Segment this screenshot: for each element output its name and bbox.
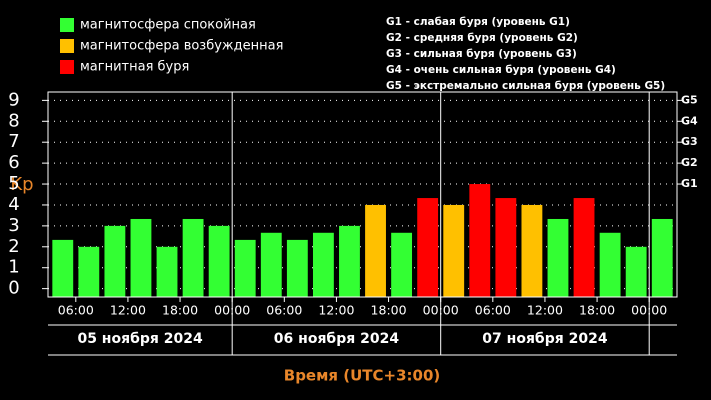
bar	[651, 218, 673, 297]
legend-label: магнитосфера возбужденная	[80, 39, 283, 54]
y-tick-label: 6	[8, 152, 19, 173]
bar	[182, 218, 204, 297]
storm-note: G2 - средняя буря (уровень G2)	[386, 32, 578, 44]
y2-tick-label: G4	[681, 114, 698, 127]
bar	[104, 225, 126, 297]
x-tick-label: 18:00	[162, 303, 198, 318]
plot-frame	[47, 91, 678, 298]
bar	[260, 232, 282, 297]
y2-tick-label: G3	[681, 135, 698, 148]
y-tick-label: 5	[8, 173, 19, 194]
storm-note: G5 - экстремально сильная буря (уровень …	[386, 80, 665, 92]
x-tick-label: 12:00	[318, 303, 354, 318]
bar	[339, 225, 360, 297]
bar	[547, 218, 569, 297]
bar	[365, 204, 386, 297]
bar	[286, 239, 308, 297]
day-label: 07 ноября 2024	[482, 331, 608, 347]
bar	[234, 239, 256, 297]
bar	[391, 232, 413, 297]
bar	[78, 246, 100, 297]
bar	[156, 246, 178, 297]
x-tick-label: 18:00	[579, 303, 615, 318]
y-tick-label: 8	[8, 110, 19, 131]
y2-tick-label: G1	[681, 177, 698, 190]
bar	[208, 225, 230, 297]
y-tick-label: 7	[8, 131, 19, 152]
legend-swatch	[60, 39, 74, 53]
legend-label: магнитосфера спокойная	[80, 18, 256, 33]
storm-note: G4 - очень сильная буря (уровень G4)	[386, 64, 616, 76]
legend-label: магнитная буря	[80, 60, 189, 75]
x-tick-label: 06:00	[266, 303, 302, 318]
y-tick-label: 9	[8, 89, 19, 110]
y-tick-label: 0	[8, 278, 19, 299]
y-tick-label: 1	[8, 257, 19, 278]
bar	[573, 198, 595, 297]
bar	[599, 232, 621, 297]
legend-swatch	[60, 60, 74, 74]
bar	[625, 246, 647, 297]
bar	[495, 198, 517, 297]
bar	[443, 204, 465, 297]
bar	[130, 218, 152, 297]
bar	[469, 184, 491, 297]
y-tick-label: 4	[8, 194, 19, 215]
y2-tick-label: G5	[681, 93, 698, 106]
y2-tick-label: G2	[681, 156, 698, 169]
bar	[521, 204, 543, 297]
y-tick-label: 2	[8, 236, 19, 257]
x-tick-label: 06:00	[58, 303, 94, 318]
x-tick-label: 12:00	[527, 303, 563, 318]
x-tick-label: 12:00	[110, 303, 146, 318]
x-tick-label: 18:00	[371, 303, 407, 318]
legend-swatch	[60, 18, 74, 32]
storm-note: G3 - сильная буря (уровень G3)	[386, 48, 577, 60]
y-axis-label: Kp	[10, 174, 33, 195]
y-tick-label: 3	[8, 215, 19, 236]
bar	[417, 198, 439, 297]
x-axis-label: Время (UTC+3:00)	[284, 367, 440, 385]
day-label: 06 ноября 2024	[274, 331, 400, 347]
x-tick-label: 06:00	[475, 303, 511, 318]
bar	[52, 239, 74, 297]
day-label: 05 ноября 2024	[77, 331, 203, 347]
storm-note: G1 - слабая буря (уровень G1)	[386, 16, 570, 28]
bar	[312, 232, 334, 297]
